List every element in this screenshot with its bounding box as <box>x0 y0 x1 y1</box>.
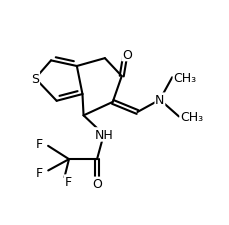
Text: S: S <box>31 72 39 86</box>
Text: N: N <box>155 94 164 107</box>
Text: F: F <box>64 175 71 188</box>
Text: NH: NH <box>94 128 113 141</box>
Text: O: O <box>92 178 101 191</box>
Text: F: F <box>36 137 43 150</box>
Text: F: F <box>36 166 43 179</box>
Text: CH₃: CH₃ <box>179 110 202 124</box>
Text: CH₃: CH₃ <box>173 71 196 84</box>
Text: O: O <box>121 48 131 61</box>
